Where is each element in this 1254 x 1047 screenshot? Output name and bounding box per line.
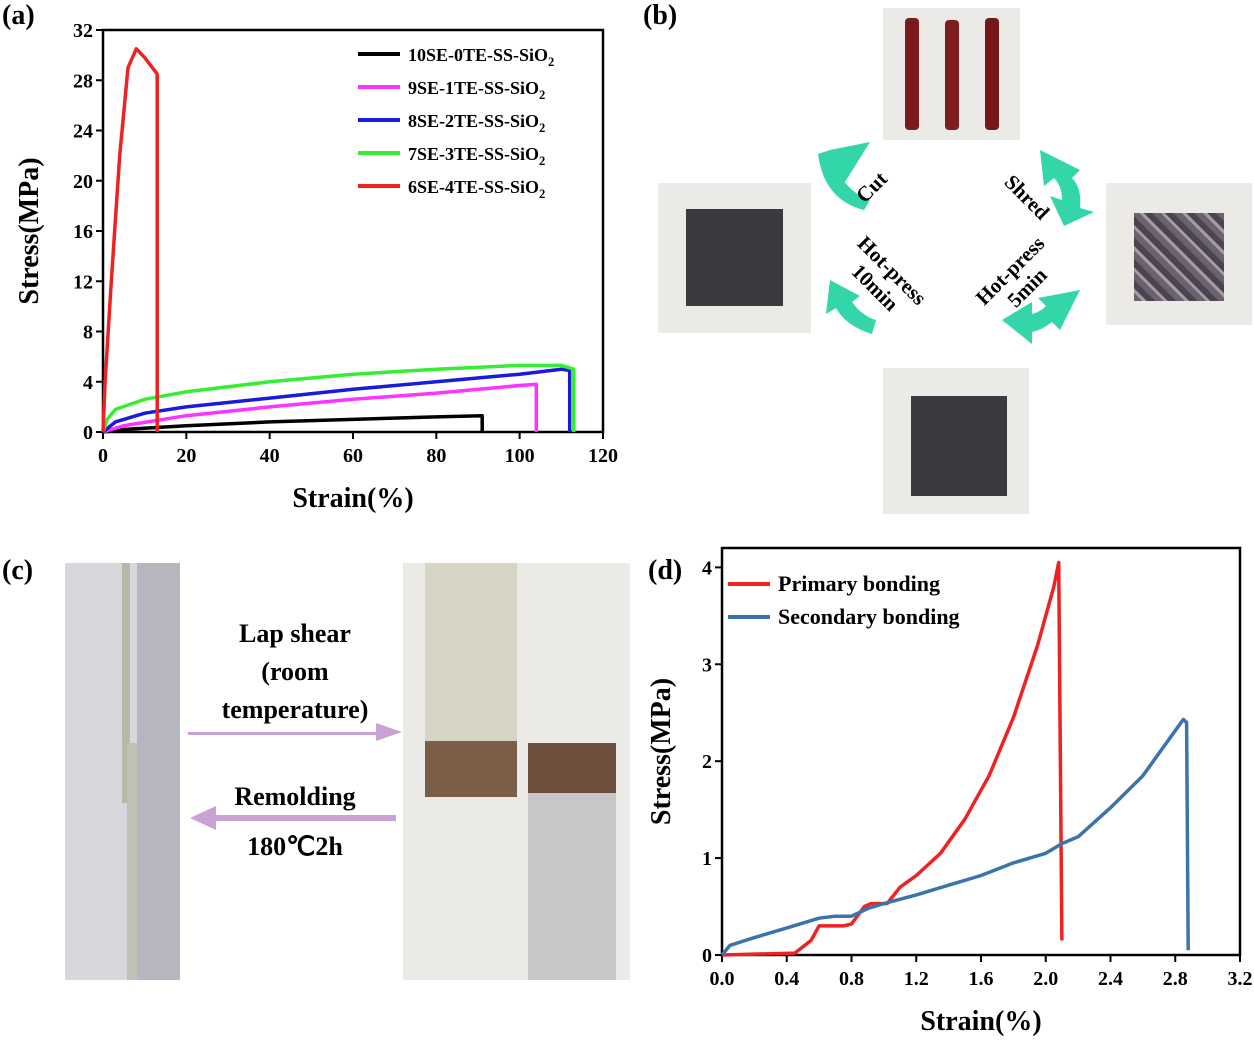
y-tick-label: 4 xyxy=(83,372,93,394)
legend-label-1: Secondary bonding xyxy=(778,604,960,629)
series-line-0 xyxy=(721,560,1064,957)
panel-label-b: (b) xyxy=(643,0,678,31)
x-tick-label: 2.4 xyxy=(1098,968,1123,990)
panel-label-d: (d) xyxy=(648,555,683,586)
photo-lap-joint xyxy=(65,563,180,980)
panel-label-c: (c) xyxy=(2,555,34,586)
y-tick-label: 0 xyxy=(702,945,712,967)
label-lap-shear: Lap shear (room temperature) xyxy=(221,619,369,724)
photo-pressed-sheet-left xyxy=(658,183,811,333)
y-tick-label: 20 xyxy=(73,171,93,193)
label-condition: 180℃2h xyxy=(247,832,343,861)
x-tick-label: 20 xyxy=(176,445,196,467)
series-line-0 xyxy=(102,413,484,434)
series-line-1 xyxy=(720,717,1190,957)
chart-d: 0.0 0.4 0.8 1.2 1.6 2.0 2.4 2.8 3.2 0 1 2 3 4 Strain(%… xyxy=(646,546,1253,1037)
y-tick-label: 16 xyxy=(73,221,93,243)
label-remolding: Remolding xyxy=(234,782,356,811)
x-axis-label: Strain(%) xyxy=(292,483,413,514)
y-tick-label: 1 xyxy=(702,848,712,870)
x-tick-label: 80 xyxy=(426,445,446,467)
chart-a: 0 20 40 60 80 100 120 0 4 8 12 16 20 24 28 32 Strain(%) S… xyxy=(14,20,618,514)
x-tick-label: 0.8 xyxy=(839,968,864,990)
x-tick-label: 100 xyxy=(505,445,535,467)
y-tick-label: 28 xyxy=(73,70,93,92)
y-tick-label: 3 xyxy=(702,654,712,676)
x-tick-label: 1.6 xyxy=(969,968,994,990)
y-tick-label: 8 xyxy=(83,322,93,344)
y-tick-label: 2 xyxy=(702,751,712,773)
photo-shredded-pieces xyxy=(1106,183,1252,325)
photo-pressed-sheet-bottom xyxy=(883,368,1029,514)
y-axis-label: Stress(MPa) xyxy=(14,157,45,304)
arrow-right-icon xyxy=(188,723,402,741)
arrow-shred-icon xyxy=(1040,150,1094,226)
series-line-4 xyxy=(101,47,159,433)
photo-separated-joint xyxy=(403,563,630,980)
series-line-2 xyxy=(101,367,572,434)
y-tick-label: 32 xyxy=(73,20,93,42)
x-tick-label: 1.2 xyxy=(904,968,929,990)
y-tick-label: 0 xyxy=(83,422,93,444)
y-tick-label: 24 xyxy=(73,121,93,143)
legend-label-0: Primary bonding xyxy=(778,571,940,596)
arrow-hotpress5-icon xyxy=(1002,290,1080,344)
legend-label-1: 9SE-1TE-SS-SiO2 xyxy=(408,78,545,102)
x-tick-label: 2.8 xyxy=(1163,968,1188,990)
x-tick-label: 3.2 xyxy=(1228,968,1253,990)
arrow-cut-icon xyxy=(818,142,870,210)
series-line-1 xyxy=(102,382,539,434)
legend-label-3: 7SE-3TE-SS-SiO2 xyxy=(408,144,545,168)
x-tick-label: 0 xyxy=(98,445,108,467)
series-line-3 xyxy=(101,363,576,433)
arrow-hotpress10-icon xyxy=(826,280,876,334)
panel-label-a: (a) xyxy=(2,0,35,31)
legend-label-0: 10SE-0TE-SS-SiO2 xyxy=(408,45,554,69)
panel-c-arrows xyxy=(188,723,402,830)
arrow-left-icon xyxy=(190,806,396,830)
legend-label-2: 8SE-2TE-SS-SiO2 xyxy=(408,111,545,135)
x-axis-label: Strain(%) xyxy=(920,1006,1041,1037)
legend-label-4: 6SE-4TE-SS-SiO2 xyxy=(408,177,545,201)
x-tick-label: 0.0 xyxy=(710,968,735,990)
y-tick-label: 4 xyxy=(702,557,712,579)
photo-cut-specimens xyxy=(883,8,1020,140)
x-tick-label: 120 xyxy=(588,445,618,467)
y-tick-label: 12 xyxy=(73,271,93,293)
cycle-arrows xyxy=(818,142,1094,344)
x-tick-label: 60 xyxy=(343,445,363,467)
y-axis-label: Stress(MPa) xyxy=(646,678,677,825)
x-tick-label: 2.0 xyxy=(1033,968,1058,990)
x-tick-label: 40 xyxy=(260,445,280,467)
x-tick-label: 0.4 xyxy=(774,968,799,990)
